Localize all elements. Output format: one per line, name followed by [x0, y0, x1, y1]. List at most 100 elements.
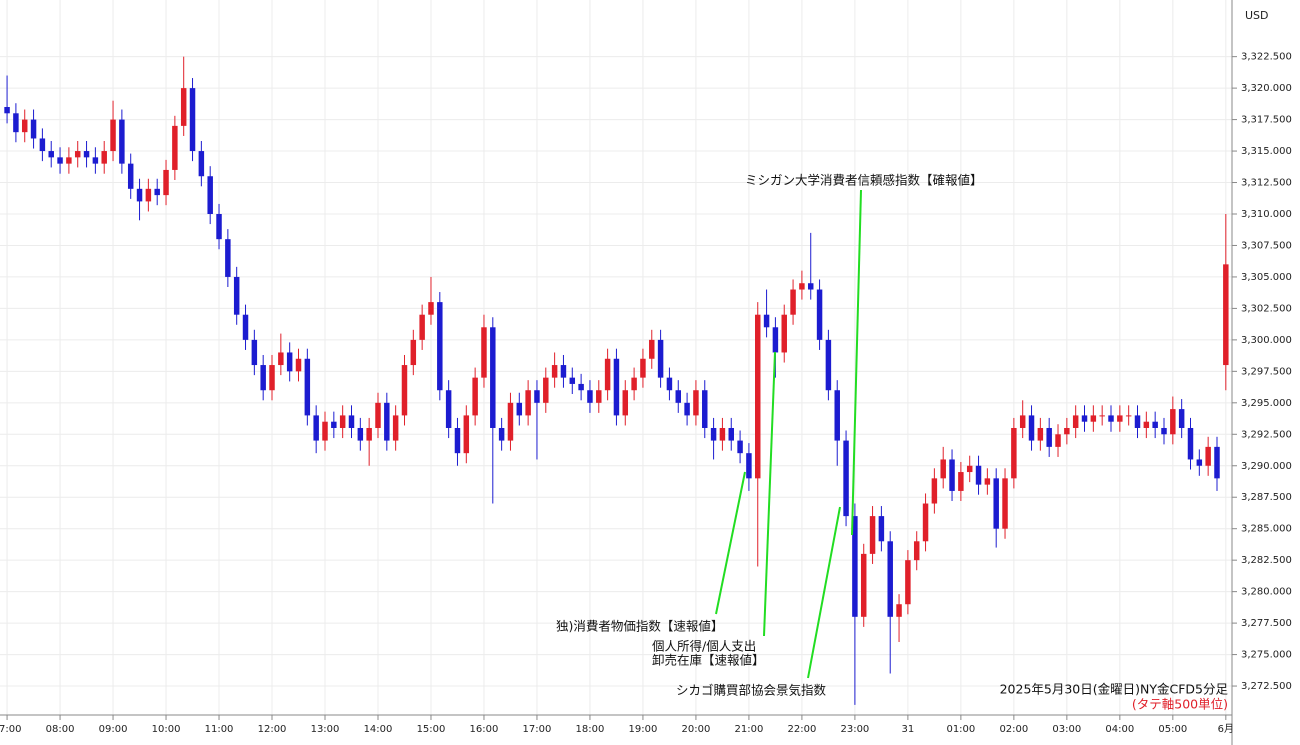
leader-line: [763, 351, 776, 637]
x-tick-label: 08:00: [46, 724, 75, 735]
candle-body: [1170, 409, 1176, 435]
candle-body: [1011, 427, 1017, 479]
candle-body: [83, 151, 90, 158]
candle-body: [392, 415, 399, 441]
candle-body: [472, 377, 478, 416]
candles: [4, 56, 1229, 705]
candle-body: [198, 151, 205, 177]
candle-body: [180, 88, 187, 126]
y-tick-label: 3,310.000: [1241, 209, 1292, 220]
y-tick-label: 3,300.000: [1241, 335, 1292, 346]
candle-body: [295, 358, 302, 372]
candle-body: [578, 383, 584, 391]
candle-body: [834, 390, 840, 441]
candle-body: [613, 358, 620, 416]
x-tick-label: 03:00: [1052, 724, 1081, 735]
candle-body: [604, 358, 611, 391]
candle-body: [1099, 415, 1105, 417]
candle-body: [1178, 409, 1185, 428]
candle-body: [1117, 415, 1123, 422]
candle-body: [1152, 421, 1158, 428]
y-tick-label: 3,322.500: [1241, 52, 1292, 63]
candle-body: [57, 157, 63, 164]
candle-body: [1134, 415, 1141, 428]
x-tick-label: 13:00: [311, 724, 340, 735]
candle-body: [869, 516, 876, 554]
candle-body: [419, 314, 425, 340]
candle-body: [251, 339, 258, 366]
candle-body: [896, 604, 902, 617]
x-tick-label: 05:00: [1158, 724, 1187, 735]
candle-body: [375, 402, 381, 428]
candle-body: [755, 314, 761, 479]
x-tick-label: 04:00: [1105, 724, 1134, 735]
candle-body: [1090, 415, 1097, 422]
candle-body: [631, 377, 637, 391]
candle-body: [331, 421, 337, 428]
candle-body: [1223, 264, 1229, 366]
candle-body: [657, 339, 664, 378]
candle-body: [260, 365, 266, 391]
y-tick-label: 3,302.500: [1241, 303, 1292, 314]
candle-body: [666, 377, 673, 391]
candle-body: [958, 472, 964, 491]
candle-body: [74, 151, 81, 158]
candle-body: [922, 503, 929, 542]
candle-body: [269, 365, 275, 391]
y-tick-label: 3,297.500: [1241, 366, 1292, 377]
candle-body: [649, 339, 655, 359]
leader-line: [715, 471, 746, 615]
candle-body: [719, 427, 726, 441]
y-tick-label: 3,312.500: [1241, 178, 1292, 189]
candle-body: [763, 314, 770, 328]
candle-body: [233, 276, 240, 315]
candle-body: [498, 427, 505, 441]
candle-body: [949, 459, 955, 491]
candle-body: [710, 427, 717, 441]
y-tick-label: 3,315.000: [1241, 146, 1292, 157]
candle-body: [490, 327, 496, 428]
candle-body: [410, 339, 417, 366]
y-tick-label: 3,320.000: [1241, 83, 1292, 94]
candle-body: [816, 289, 823, 340]
x-tick-label: 31: [902, 724, 915, 735]
x-tick-label: 6月: [1218, 723, 1234, 735]
candle-body: [693, 390, 699, 416]
candle-body: [13, 113, 19, 133]
candle-body: [225, 239, 231, 277]
candle-body: [1055, 434, 1061, 447]
candle-body: [437, 302, 443, 391]
candle-body: [401, 365, 408, 416]
candle-body: [1214, 446, 1220, 479]
y-tick-label: 3,307.500: [1241, 240, 1292, 251]
candle-body: [428, 302, 434, 315]
candle-body: [966, 465, 973, 473]
candle-body: [1019, 415, 1026, 428]
candle-body: [1108, 415, 1114, 422]
annotation: 卸売在庫【速報値】: [652, 653, 765, 668]
candle-body: [110, 119, 116, 152]
annotation: シカゴ購買部協会景気指数: [676, 683, 827, 698]
candle-body: [913, 541, 920, 561]
candle-body: [207, 176, 213, 214]
candle-body: [728, 427, 734, 441]
candle-body: [596, 390, 602, 403]
candle-body: [463, 415, 470, 454]
candle-body: [675, 390, 682, 403]
candle-body: [357, 427, 364, 441]
y-tick-label: 3,282.500: [1241, 555, 1292, 566]
y-tick-label: 3,285.000: [1241, 524, 1292, 535]
candle-body: [286, 352, 293, 372]
candle-body: [4, 106, 10, 114]
candle-body: [993, 478, 999, 529]
candle-body: [905, 560, 911, 605]
candle-body: [119, 119, 125, 164]
candle-body: [21, 119, 28, 133]
candle-body: [781, 314, 787, 353]
candle-body: [1205, 446, 1211, 466]
x-tick-label: 21:00: [735, 724, 764, 735]
candle-body: [543, 377, 549, 403]
candle-body: [101, 151, 107, 164]
candle-body: [1037, 427, 1044, 441]
